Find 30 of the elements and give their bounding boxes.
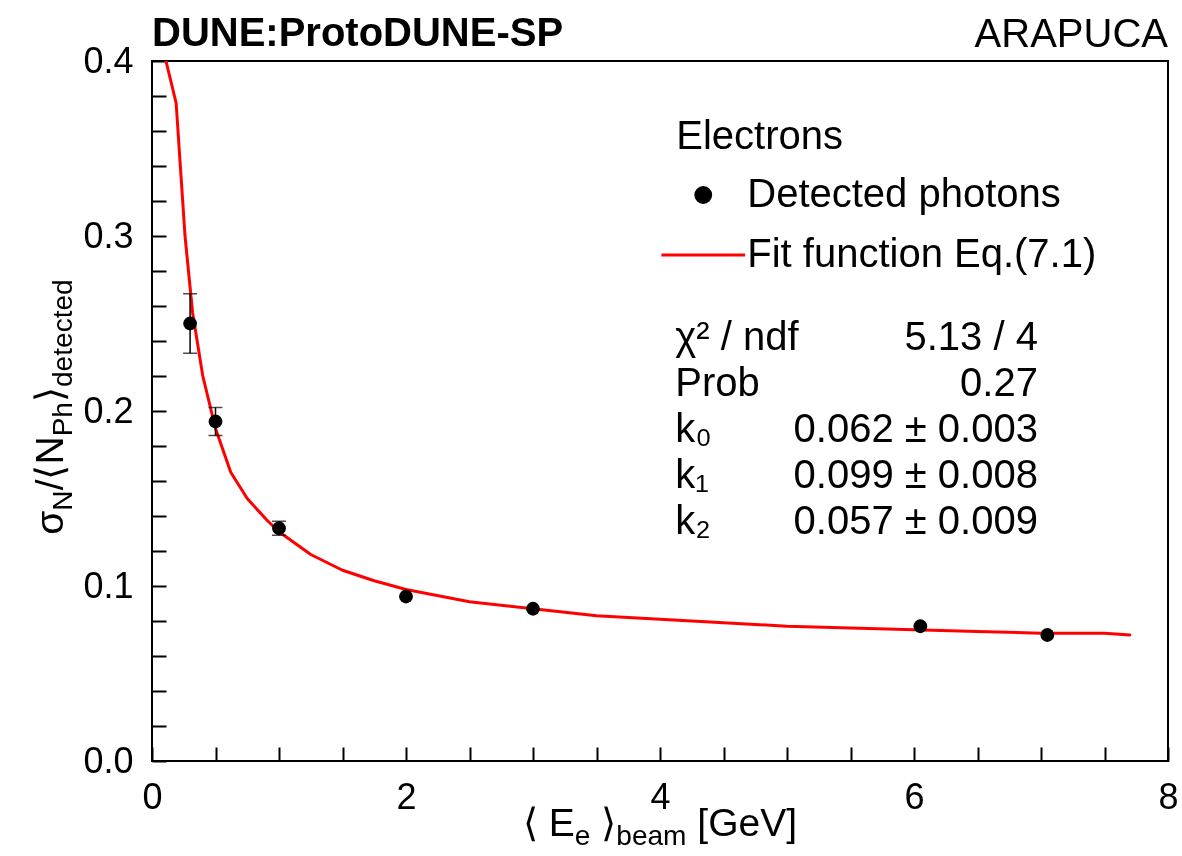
annotation: χ² / ndf — [675, 313, 800, 358]
legend-label: Fit function Eq.(7.1) — [747, 231, 1097, 275]
point — [1040, 628, 1055, 642]
x-tick-label: 2 — [396, 775, 417, 817]
x-tick-label: 6 — [904, 775, 925, 817]
annotation: k₁ — [675, 452, 709, 497]
point — [183, 316, 197, 331]
annotation: Prob — [675, 359, 760, 404]
point — [208, 414, 223, 429]
y-tick-label: 0.0 — [83, 739, 134, 781]
y-tick-label: 0.1 — [83, 564, 134, 606]
x-tick-label: 0 — [142, 775, 163, 817]
annotation: 0.057 ± 0.009 — [793, 498, 1038, 543]
y-tick-label: 0.2 — [83, 389, 134, 431]
annotation: 0.099 ± 0.008 — [793, 452, 1038, 497]
y-tick-label: 0.4 — [83, 39, 134, 81]
annotation: k₂ — [675, 498, 711, 543]
point — [913, 619, 928, 634]
x-tick-label: 8 — [1158, 775, 1179, 817]
legend-title: Electrons — [676, 113, 844, 157]
point — [526, 601, 540, 616]
chart-subtitle: ARAPUCA — [974, 11, 1169, 55]
annotation: k₀ — [675, 405, 712, 450]
y-tick-label: 0.3 — [83, 214, 134, 256]
point — [399, 589, 413, 604]
legend-label: Detected photons — [747, 171, 1061, 215]
annotation: 5.13 / 4 — [904, 313, 1038, 358]
annotation: 0.27 — [960, 359, 1038, 404]
annotation: 0.062 ± 0.003 — [793, 405, 1038, 450]
chart-title: DUNE:ProtoDUNE-SP — [152, 10, 564, 54]
